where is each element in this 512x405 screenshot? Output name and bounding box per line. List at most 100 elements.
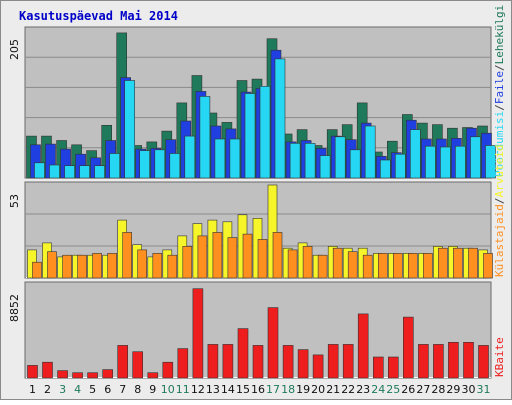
- bar-kbaite-day-14: [222, 344, 234, 379]
- bar-pöördumisi-day-16: [259, 86, 271, 179]
- legend-separator: /: [493, 198, 506, 205]
- chart-title: Kasutuspäevad Mai 2014: [19, 9, 178, 23]
- bar-pöördumisi-day-7: [124, 80, 135, 179]
- legend-group: KBaite: [493, 337, 506, 377]
- panel-3: [24, 281, 492, 379]
- x-tick-label: 7: [119, 383, 126, 396]
- bar-arvuteid-day-7: [122, 232, 132, 279]
- x-tick-label: 13: [206, 383, 220, 396]
- x-tick-label: 24: [371, 383, 385, 396]
- bar-pöördumisi-day-4: [79, 165, 90, 179]
- bar-arvuteid-day-13: [212, 232, 223, 279]
- bar-kbaite-day-25: [387, 356, 399, 379]
- y-max-label: 205: [8, 39, 21, 60]
- bar-pöördumisi-day-25: [394, 153, 406, 179]
- bar-kbaite-day-6: [102, 369, 113, 379]
- bar-arvuteid-day-31: [483, 253, 493, 279]
- bar-kbaite-day-13: [207, 344, 219, 379]
- y-axis-max-labels: 205 53 8852: [8, 39, 21, 322]
- bar-kbaite-day-9: [147, 372, 159, 379]
- bar-arvuteid-day-24: [377, 253, 388, 279]
- legend-item-pöördumisi: Pöördumisi: [493, 111, 506, 177]
- bar-arvuteid-day-14: [227, 237, 238, 279]
- x-axis-labels: 1 2 3 4 5 6 7 8 9 10 11 12 13 14 15 16 17 18 19 20 21 22 23 24 2…: [29, 383, 491, 396]
- bar-külastajaid-day-17: [267, 184, 278, 279]
- bar-pöördumisi-day-6: [109, 153, 120, 179]
- y-max-label: 53: [8, 194, 21, 208]
- bar-pöördumisi-day-13: [214, 138, 226, 179]
- bar-pöördumisi-day-9: [154, 149, 166, 179]
- bar-arvuteid-day-5: [92, 253, 102, 279]
- x-tick-label: 5: [89, 383, 96, 396]
- bar-kbaite-day-31: [478, 345, 489, 379]
- bar-kbaite-day-22: [342, 344, 354, 379]
- bar-pöördumisi-day-12: [199, 96, 211, 179]
- bar-arvuteid-day-15: [242, 233, 253, 279]
- bar-kbaite-day-17: [267, 307, 279, 379]
- x-tick-label: 23: [356, 383, 370, 396]
- bar-arvuteid-day-18: [287, 249, 298, 279]
- bar-arvuteid-day-25: [392, 253, 403, 279]
- bar-arvuteid-day-6: [107, 253, 117, 279]
- bar-arvuteid-day-10: [167, 254, 178, 279]
- bar-pöördumisi-day-8: [139, 150, 150, 179]
- bar-arvuteid-day-23: [362, 254, 373, 279]
- x-tick-label: 22: [341, 383, 355, 396]
- bar-kbaite-day-11: [177, 348, 189, 379]
- bar-pöördumisi-day-23: [364, 125, 376, 179]
- x-tick-label: 6: [104, 383, 111, 396]
- bar-pöördumisi-day-3: [64, 165, 75, 179]
- bar-kbaite-day-28: [433, 344, 444, 379]
- x-tick-label: 31: [477, 383, 491, 396]
- legend-separator: /: [493, 64, 506, 71]
- panel-1: [24, 26, 496, 179]
- bar-pöördumisi-day-27: [425, 145, 436, 179]
- bar-arvuteid-day-1: [32, 261, 42, 279]
- x-tick-label: 28: [431, 383, 445, 396]
- bar-pöördumisi-day-1: [34, 162, 45, 179]
- bar-pöördumisi-day-20: [319, 155, 331, 179]
- x-tick-label: 11: [176, 383, 190, 396]
- bar-kbaite-day-7: [117, 345, 128, 379]
- x-tick-label: 30: [462, 383, 476, 396]
- bar-kbaite-day-30: [463, 341, 474, 379]
- bar-pöördumisi-day-2: [49, 164, 60, 179]
- bar-arvuteid-day-12: [197, 235, 208, 279]
- bar-pöördumisi-day-19: [304, 143, 316, 179]
- bar-arvuteid-day-22: [347, 251, 358, 279]
- legend-group: Pöördumisi/Faile/Lehekülgi: [493, 5, 506, 177]
- bar-kbaite-day-18: [282, 345, 294, 379]
- x-tick-label: 9: [149, 383, 156, 396]
- bar-kbaite-day-8: [132, 351, 143, 379]
- bar-pöördumisi-day-29: [455, 145, 466, 179]
- bar-pöördumisi-day-15: [244, 93, 256, 179]
- bar-arvuteid-day-26: [407, 253, 418, 279]
- right-legend: Pöördumisi/Faile/LehekülgiKülastajaid/Ar…: [493, 5, 506, 377]
- chart-panels: [24, 26, 496, 379]
- bar-kbaite-day-2: [42, 361, 53, 379]
- legend-item-kbaite: KBaite: [493, 337, 506, 377]
- legend-group: Külastajaid/Arvuteid: [493, 145, 506, 277]
- bar-kbaite-day-5: [87, 372, 98, 379]
- bar-pöördumisi-day-28: [440, 146, 451, 179]
- x-tick-label: 21: [326, 383, 340, 396]
- bar-pöördumisi-day-11: [184, 135, 196, 179]
- x-tick-label: 12: [191, 383, 205, 396]
- x-tick-label: 25: [386, 383, 400, 396]
- x-tick-label: 29: [446, 383, 460, 396]
- x-tick-label: 14: [221, 383, 235, 396]
- bar-arvuteid-day-8: [137, 249, 147, 279]
- bar-arvuteid-day-20: [317, 254, 328, 279]
- bar-kbaite-day-20: [312, 354, 324, 379]
- x-tick-label: 4: [74, 383, 81, 396]
- x-tick-label: 2: [44, 383, 51, 396]
- bar-arvuteid-day-28: [438, 247, 448, 279]
- bar-kbaite-day-16: [252, 345, 264, 379]
- x-tick-label: 16: [251, 383, 265, 396]
- bar-kbaite-day-29: [448, 341, 459, 379]
- x-tick-label: 26: [401, 383, 415, 396]
- bar-arvuteid-day-30: [468, 247, 478, 279]
- bar-pöördumisi-day-17: [274, 58, 286, 179]
